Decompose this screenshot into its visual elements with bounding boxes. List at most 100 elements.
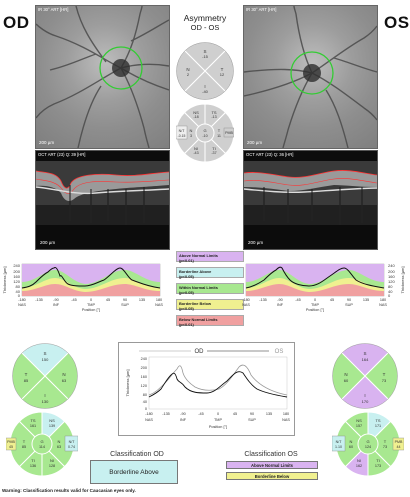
od-garway-circle: TS 161 NS 139 PMB 45 T 85 G 114 N 63 N/T… — [6, 412, 78, 476]
od-profile-line — [21, 267, 161, 289]
svg-text:-90: -90 — [277, 298, 283, 302]
svg-text:N: N — [58, 439, 61, 444]
asymmetry-sector-circle: S -15 N 2 T 12 I -40 — [176, 42, 234, 100]
asym-bt-label: T — [218, 128, 221, 133]
classification-od-title: Classification OD — [110, 451, 164, 458]
asym-bn-value: 3 — [190, 134, 192, 138]
svg-text:200: 200 — [141, 366, 147, 370]
asym-g-value: -10 — [202, 134, 207, 138]
od-label: OD — [3, 13, 30, 32]
od-y-label: Thickness [µm] — [2, 267, 7, 294]
legend-above-normal: Above Normal Limits (p<0.01) — [176, 251, 244, 263]
asym-t-value: 12 — [220, 72, 225, 77]
svg-text:-45: -45 — [198, 412, 204, 416]
svg-text:INF: INF — [180, 418, 187, 422]
svg-text:NS: NS — [49, 418, 55, 423]
od-fundus-image[interactable]: IR 30° ART [HR] 200 µm — [35, 5, 170, 149]
od-fundus-vessels — [36, 6, 169, 148]
comparison-os-line — [148, 364, 288, 396]
svg-text:240: 240 — [13, 263, 20, 268]
classification-os-value-1: Above Normal Limits — [226, 461, 318, 469]
os-fundus-image[interactable]: IR 30° ART [HR] 200 µm — [243, 5, 378, 149]
asym-ns-value: -18 — [193, 115, 198, 119]
svg-text:40: 40 — [388, 289, 393, 294]
svg-text:128: 128 — [49, 464, 55, 468]
asym-n-label: N — [186, 67, 189, 72]
asym-nt-label: N/T — [179, 129, 186, 133]
asym-ts-value: -13 — [211, 115, 216, 119]
svg-text:-135: -135 — [35, 298, 43, 302]
svg-text:-90: -90 — [53, 298, 59, 302]
svg-text:80: 80 — [16, 284, 21, 289]
od-oct-bscan[interactable]: OCT ART (23) Q: 39 [HR] 200 µm — [35, 150, 170, 250]
os-oct-layers — [244, 161, 377, 225]
svg-text:G: G — [40, 439, 43, 444]
classification-legend: Above Normal Limits (p<0.01) Borderline A… — [176, 251, 246, 331]
os-fundus-scale: 200 µm — [247, 140, 263, 145]
svg-text:120: 120 — [141, 384, 147, 388]
svg-text:157: 157 — [356, 424, 362, 428]
svg-text:171: 171 — [375, 424, 381, 428]
svg-text:135: 135 — [363, 298, 369, 302]
svg-text:73: 73 — [382, 378, 387, 383]
od-x-label: Position [°] — [82, 308, 100, 312]
od-os-comparison-chart: OD OS 240 200 160 120 80 40 0 Thickness … — [118, 342, 295, 436]
svg-text:200: 200 — [13, 269, 20, 274]
svg-text:80: 80 — [143, 393, 147, 397]
asym-s-label: S — [203, 49, 206, 54]
os-scan-circle — [290, 51, 334, 95]
svg-text:173: 173 — [375, 464, 381, 468]
svg-text:45: 45 — [106, 298, 110, 302]
os-y-label: Thickness [µm] — [400, 267, 405, 294]
svg-text:80: 80 — [388, 284, 393, 289]
svg-text:180: 180 — [156, 298, 162, 302]
od-scan-circle — [99, 46, 143, 90]
asym-ti-value: -37 — [211, 151, 216, 155]
os-oct-bscan[interactable]: OCT ART (23) Q: 36 [HR] 200 µm — [243, 150, 378, 250]
svg-text:SUP: SUP — [121, 303, 129, 307]
svg-text:T: T — [23, 439, 26, 444]
svg-text:200: 200 — [388, 269, 395, 274]
svg-text:150: 150 — [42, 357, 49, 362]
svg-text:162: 162 — [356, 464, 362, 468]
svg-text:160: 160 — [141, 375, 147, 379]
os-optic-disc — [303, 64, 321, 82]
svg-text:40: 40 — [143, 400, 147, 404]
svg-text:160: 160 — [388, 274, 395, 279]
svg-text:60: 60 — [344, 378, 349, 383]
svg-text:44: 44 — [397, 445, 401, 449]
svg-text:N: N — [350, 439, 353, 444]
svg-text:TI: TI — [376, 458, 380, 463]
classification-od-value: Borderline Above — [90, 460, 178, 484]
svg-text:240: 240 — [388, 263, 395, 268]
od-fundus-header: IR 30° ART [HR] — [38, 7, 69, 12]
od-oct-header: OCT ART (23) Q: 39 [HR] — [38, 152, 86, 157]
asym-i-label: I — [204, 84, 205, 89]
svg-text:85: 85 — [24, 378, 29, 383]
classification-os-title: Classification OS — [244, 451, 298, 458]
svg-text:NAS: NAS — [282, 418, 290, 422]
svg-text:-45: -45 — [71, 298, 77, 302]
svg-text:0: 0 — [388, 293, 391, 298]
legend-borderline-above: Borderline Above (p<0.05) — [176, 267, 244, 279]
compare-legend-od: OD — [195, 349, 205, 355]
svg-text:SUP: SUP — [345, 303, 353, 307]
svg-text:63: 63 — [62, 378, 67, 383]
svg-text:T: T — [25, 372, 28, 377]
asym-i-value: -40 — [202, 89, 209, 94]
svg-text:-135: -135 — [259, 298, 267, 302]
svg-text:120: 120 — [388, 279, 395, 284]
asym-ns-label: NS — [193, 110, 199, 115]
svg-text:90: 90 — [347, 298, 351, 302]
svg-text:-90: -90 — [180, 412, 186, 416]
svg-text:45: 45 — [9, 445, 13, 449]
os-thickness-profile: 240 200 160 120 80 40 0 Thickness [µm] -… — [242, 263, 405, 312]
svg-text:TMP: TMP — [87, 303, 95, 307]
od-oct-scale: 200 µm — [40, 240, 56, 245]
os-fundus-vessels — [244, 6, 377, 148]
svg-text:TMP: TMP — [311, 303, 319, 307]
svg-text:NAS: NAS — [242, 303, 250, 307]
svg-text:73: 73 — [383, 445, 387, 449]
svg-text:0: 0 — [145, 407, 147, 411]
